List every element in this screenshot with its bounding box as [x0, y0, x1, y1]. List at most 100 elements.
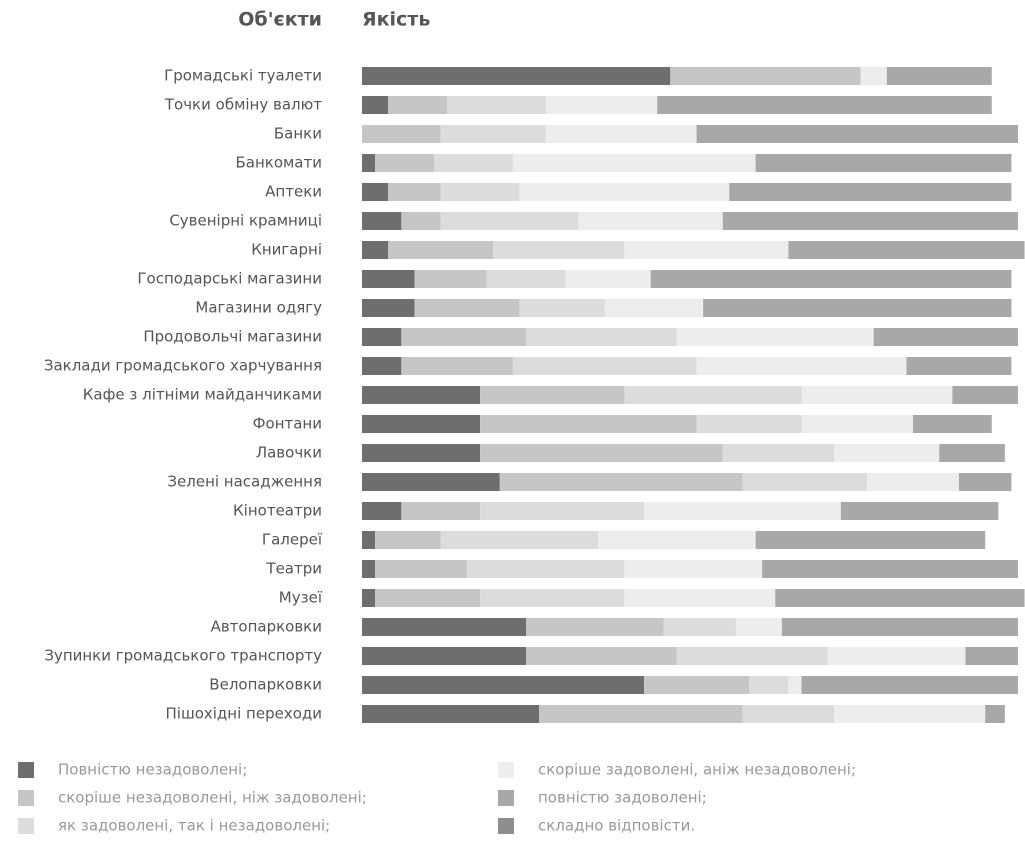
- bar-segment: [362, 560, 376, 578]
- bar-segment: [735, 618, 782, 636]
- bar-segment: [362, 241, 389, 259]
- bar-segment: [545, 96, 658, 114]
- bar-segment: [362, 618, 526, 636]
- bar-segment: [624, 241, 789, 259]
- bar-segment: [801, 415, 914, 433]
- bar-segment: [375, 154, 435, 172]
- bar-segment: [362, 531, 376, 549]
- bar-segment: [749, 676, 789, 694]
- category-label: Банкомати: [235, 154, 322, 172]
- bar-segment: [644, 676, 750, 694]
- legend-swatch: [18, 762, 34, 778]
- bar-segment: [670, 67, 861, 85]
- category-label: Сувенірні крамниці: [169, 212, 322, 230]
- bar-segment: [401, 502, 481, 520]
- bar-segment: [480, 444, 723, 462]
- bar-segment: [676, 647, 828, 665]
- bar-segment: [657, 96, 992, 114]
- category-label: Зупинки громадського транспорту: [44, 647, 322, 665]
- bar-segment: [781, 618, 1018, 636]
- bar-segment: [362, 444, 481, 462]
- bar-segment: [362, 328, 402, 346]
- legend-swatch: [498, 790, 514, 806]
- category-label: Велопарковки: [209, 676, 322, 694]
- bar-segment: [952, 386, 1018, 404]
- bar-segment: [388, 241, 494, 259]
- category-label: Пішохідні переходи: [166, 705, 322, 723]
- bar-segment: [362, 386, 481, 404]
- bar-segment: [755, 531, 986, 549]
- bar-segment: [362, 299, 415, 317]
- bar-segment: [480, 386, 625, 404]
- category-label: Магазини одягу: [195, 299, 322, 317]
- legend-label: Повністю незадоволені;: [58, 761, 247, 779]
- bar-segment: [676, 328, 874, 346]
- legend-label: скоріше задоволені, аніж незадоволені;: [538, 761, 856, 779]
- bar-segment: [388, 183, 441, 201]
- bar-segment: [362, 357, 402, 375]
- category-label: Автопарковки: [211, 618, 322, 636]
- bar-segment: [729, 183, 1012, 201]
- bar-segment: [440, 531, 599, 549]
- bar-segment: [775, 589, 1025, 607]
- bar-segment: [526, 328, 677, 346]
- bar-segment: [526, 618, 664, 636]
- bar-segment: [539, 705, 743, 723]
- bar-segment: [362, 589, 376, 607]
- bar-segment: [401, 212, 441, 230]
- bar-segment: [906, 357, 1012, 375]
- bar-segment: [512, 357, 697, 375]
- bar-segment: [447, 96, 546, 114]
- category-label: Продовольчі магазини: [143, 328, 322, 346]
- bar-segment: [388, 96, 448, 114]
- bar-segment: [834, 705, 986, 723]
- bar-segment: [480, 502, 645, 520]
- bar-segment: [958, 473, 1012, 491]
- bar-segment: [440, 183, 520, 201]
- bar-segment: [362, 154, 376, 172]
- bar-segment: [480, 415, 697, 433]
- bar-segment: [480, 589, 625, 607]
- category-label: Аптеки: [265, 183, 322, 201]
- bar-segment: [762, 560, 1018, 578]
- bar-segment: [362, 415, 481, 433]
- category-header: Об'єкти: [238, 9, 322, 31]
- category-label: Кінотеатри: [233, 502, 322, 520]
- bar-segment: [362, 502, 402, 520]
- category-label: Галереї: [262, 531, 323, 549]
- bar-segment: [362, 705, 540, 723]
- bar-segment: [834, 444, 940, 462]
- bar-segment: [722, 212, 1018, 230]
- value-header: Якість: [362, 9, 430, 31]
- category-label: Банки: [274, 125, 322, 143]
- bar-segment: [362, 473, 500, 491]
- bar-segment: [434, 154, 513, 172]
- bar-segment: [362, 676, 645, 694]
- bar-segment: [401, 328, 526, 346]
- category-label: Точки обміну валют: [164, 96, 322, 114]
- bar-segment: [722, 444, 835, 462]
- category-label: Театри: [265, 560, 322, 578]
- bar-segment: [362, 212, 402, 230]
- legend-swatch: [498, 762, 514, 778]
- bar-segment: [466, 560, 625, 578]
- bar-segment: [375, 589, 481, 607]
- bar-segment: [375, 531, 441, 549]
- bar-segment: [827, 647, 966, 665]
- bar-segment: [624, 560, 763, 578]
- bar-segment: [519, 183, 730, 201]
- legend-swatch: [498, 818, 514, 834]
- bar-segment: [362, 270, 415, 288]
- bar-segment: [519, 299, 605, 317]
- bar-segment: [362, 647, 526, 665]
- category-label: Громадські туалети: [164, 67, 322, 85]
- legend-label: повністю задоволені;: [538, 789, 707, 807]
- bar-segment: [604, 299, 704, 317]
- legend-swatch: [18, 818, 34, 834]
- bar-segment: [598, 531, 756, 549]
- bar-segment: [362, 96, 389, 114]
- bar-segment: [493, 241, 625, 259]
- bar-segment: [486, 270, 566, 288]
- legend-label: складно відповісти.: [538, 817, 695, 835]
